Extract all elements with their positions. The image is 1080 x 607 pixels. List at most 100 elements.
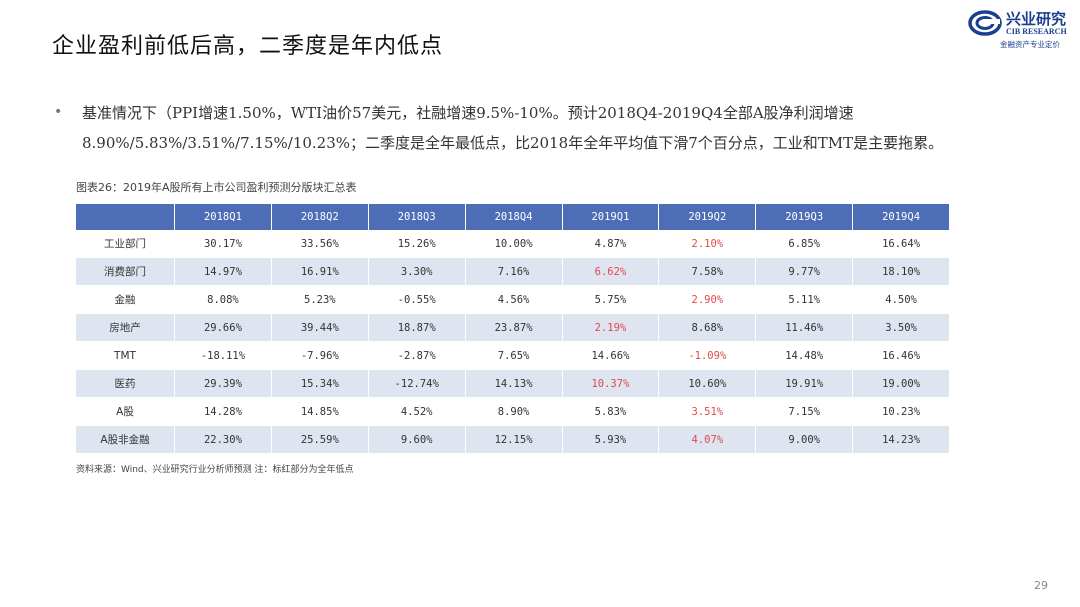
cib-research-logo: 兴业研究 CIB RESEARCH 金融资产专业定价 [968,6,1076,50]
table-cell: -7.96% [271,341,369,370]
bullet-marker: • [54,104,63,120]
annual-low-cell: 2.10% [658,230,757,258]
column-header: 2018Q2 [271,204,369,230]
table-cell: 10.00% [465,230,563,258]
table-cell: 5.93% [562,425,660,454]
column-header: 2019Q2 [658,204,757,230]
table-cell: 9.77% [755,257,854,286]
row-label: A股非金融 [76,425,175,454]
annual-low-cell: 10.37% [562,369,660,398]
logo-name: 兴业研究 [1006,10,1067,28]
table-cell: 29.39% [174,369,272,398]
table-cell: 16.91% [271,257,369,286]
earnings-forecast-table: 2018Q1 2018Q2 2018Q3 2018Q4 2019Q1 2019Q… [76,204,950,454]
table-cell: 14.97% [174,257,272,286]
table-cell: 30.17% [174,230,272,258]
row-label: TMT [76,341,175,370]
column-header: 2018Q4 [465,204,563,230]
cib-logo-icon [968,10,1002,36]
table-cell: -18.11% [174,341,272,370]
row-label: 工业部门 [76,230,175,258]
table-cell: 9.00% [755,425,854,454]
table-cell: 14.85% [271,397,369,426]
bullet-text: 基准情况下（PPI增速1.50%，WTI油价57美元，社融增速9.5%-10%。… [82,104,944,152]
column-header: 2018Q3 [368,204,466,230]
table-row: 医药 29.39% 15.34% -12.74% 14.13% 10.37% 10.60% 1… [76,369,950,398]
table-cell: 14.48% [755,341,854,370]
annual-low-cell: 2.19% [562,313,660,342]
table-cell: 15.34% [271,369,369,398]
column-header: 2019Q1 [562,204,660,230]
table-cell: -12.74% [368,369,466,398]
page-title: 企业盈利前低后高，二季度是年内低点 [52,34,444,59]
table-cell: 5.75% [562,285,660,314]
table-cell: 4.52% [368,397,466,426]
annual-low-cell: 4.07% [658,425,757,454]
table-cell: 4.87% [562,230,660,258]
table-row: A股 14.28% 14.85% 4.52% 8.90% 5.83% 3.51% 7.15% 1… [76,397,950,426]
table-cell: 4.56% [465,285,563,314]
table-cell: 22.30% [174,425,272,454]
table-cell: 19.00% [852,369,950,398]
annual-low-cell: 2.90% [658,285,757,314]
table-cell: 10.23% [852,397,950,426]
row-label: A股 [76,397,175,426]
source-note: 资料来源：Wind、兴业研究行业分析师预测 注：标红部分为全年低点 [76,465,354,475]
table-cell: 33.56% [271,230,369,258]
table-cell: 25.59% [271,425,369,454]
column-header: 2018Q1 [174,204,272,230]
table-cell: 18.10% [852,257,950,286]
row-label: 医药 [76,369,175,398]
table-cell: 3.50% [852,313,950,342]
table-cell: 16.46% [852,341,950,370]
table-cell: 14.23% [852,425,950,454]
table-cell: 8.68% [658,313,757,342]
table-cell: 5.11% [755,285,854,314]
table-cell: 18.87% [368,313,466,342]
table-cell: 7.16% [465,257,563,286]
table-cell: 16.64% [852,230,950,258]
table-cell: 39.44% [271,313,369,342]
logo-english-name: CIB RESEARCH [1006,27,1067,36]
page-number: 29 [1034,579,1048,592]
table-cell: 14.13% [465,369,563,398]
table-row: 房地产 29.66% 39.44% 18.87% 23.87% 2.19% 8.68% 11.… [76,313,950,342]
table-cell: 23.87% [465,313,563,342]
table-caption: 图表26：2019年A股所有上市公司盈利预测分版块汇总表 [76,181,357,194]
table-cell: 4.50% [852,285,950,314]
annual-low-cell: -1.09% [658,341,757,370]
table-cell: 3.30% [368,257,466,286]
table-header-row: 2018Q1 2018Q2 2018Q3 2018Q4 2019Q1 2019Q… [76,204,950,230]
row-label: 消费部门 [76,257,175,286]
annual-low-cell: 6.62% [562,257,660,286]
table-cell: 15.26% [368,230,466,258]
table-row: 消费部门 14.97% 16.91% 3.30% 7.16% 6.62% 7.58% 9.77… [76,257,950,286]
table-cell: 7.15% [755,397,854,426]
table-cell: 10.60% [658,369,757,398]
table-cell: 9.60% [368,425,466,454]
table-cell: 12.15% [465,425,563,454]
table-row: 金融 8.08% 5.23% -0.55% 4.56% 5.75% 2.90% 5.11% 4.… [76,285,950,314]
table-cell: 7.65% [465,341,563,370]
column-header [76,204,175,230]
table-cell: 5.23% [271,285,369,314]
column-header: 2019Q4 [852,204,950,230]
table-row: A股非金融 22.30% 25.59% 9.60% 12.15% 5.93% 4.07% 9.… [76,425,950,454]
table-cell: 7.58% [658,257,757,286]
table-cell: 11.46% [755,313,854,342]
table-cell: 8.08% [174,285,272,314]
table-cell: 19.91% [755,369,854,398]
table-cell: 6.85% [755,230,854,258]
table-cell: -2.87% [368,341,466,370]
table-cell: 14.28% [174,397,272,426]
annual-low-cell: 3.51% [658,397,757,426]
table-cell: 5.83% [562,397,660,426]
table-cell: 29.66% [174,313,272,342]
logo-slogan: 金融资产专业定价 [1000,40,1060,49]
row-label: 房地产 [76,313,175,342]
table-row: TMT -18.11% -7.96% -2.87% 7.65% 14.66% -1.09% 1… [76,341,950,370]
row-label: 金融 [76,285,175,314]
table-body: 工业部门 30.17% 33.56% 15.26% 10.00% 4.87% 2.10% 6.… [76,230,950,454]
table-cell: 8.90% [465,397,563,426]
table-cell: -0.55% [368,285,466,314]
